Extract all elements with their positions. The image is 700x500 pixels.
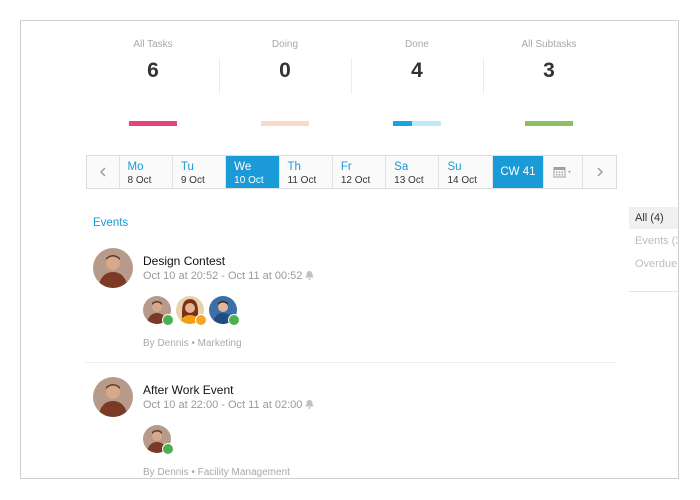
stat-label: All Tasks <box>133 39 173 50</box>
stat-divider <box>483 58 484 94</box>
attendee-avatar[interactable] <box>143 296 174 326</box>
dashboard-frame: All Tasks 6 Doing 0 Done 4 All Subtasks … <box>20 20 679 479</box>
stat-value: 3 <box>543 59 555 82</box>
day-date: 9 Oct <box>180 175 205 186</box>
next-week-button[interactable] <box>583 156 616 188</box>
stat-label: All Subtasks <box>521 39 577 50</box>
event-time: Oct 10 at 22:00 - Oct 11 at 02:00 <box>143 399 314 411</box>
day-date: 14 Oct <box>447 175 477 186</box>
stat-done[interactable]: Done 4 <box>351 39 483 126</box>
calendar-picker-button[interactable] <box>544 156 584 188</box>
day-name: We <box>234 161 252 173</box>
day-sa[interactable]: Sa 13 Oct <box>386 156 440 188</box>
event-time-text: Oct 10 at 20:52 - Oct 11 at 00:52 <box>143 270 303 282</box>
stat-value: 4 <box>411 59 423 82</box>
stat-value: 0 <box>279 59 291 82</box>
attendee-avatar[interactable] <box>143 425 174 455</box>
day-date: 8 Oct <box>127 175 152 186</box>
stat-progress-bar <box>261 121 309 126</box>
day-name: Sa <box>394 161 409 173</box>
stat-label: Done <box>405 39 429 50</box>
day-we[interactable]: We 10 Oct <box>226 156 280 188</box>
calendar-week-button[interactable]: CW 41 <box>492 156 545 188</box>
attendee-avatar[interactable] <box>176 296 207 326</box>
day-date: 13 Oct <box>394 175 424 186</box>
bell-icon <box>305 271 314 280</box>
stat-divider <box>219 58 220 94</box>
stat-doing[interactable]: Doing 0 <box>219 39 351 126</box>
event-divider <box>85 362 617 363</box>
event-organizer: By Dennis • Facility Management <box>143 467 290 478</box>
stat-progress-fill <box>129 121 177 126</box>
day-fr[interactable]: Fr 12 Oct <box>333 156 387 188</box>
bell-icon <box>305 400 314 409</box>
day-name: Th <box>287 161 301 173</box>
week-navigator: Mo 8 Oct Tu 9 Oct We 10 Oct Th 11 Oct Fr 12 O… <box>86 155 617 189</box>
day-mo[interactable]: Mo 8 Oct <box>120 156 173 188</box>
filter-overdue[interactable]: Overdue <box>635 258 678 270</box>
stat-progress-bar <box>393 121 441 126</box>
day-th[interactable]: Th 11 Oct <box>280 156 333 188</box>
organizer-avatar <box>93 377 133 417</box>
organizer-avatar <box>93 248 133 288</box>
stat-progress-fill <box>525 121 573 126</box>
event-title: After Work Event <box>143 383 234 397</box>
prev-week-button[interactable] <box>87 156 120 188</box>
stat-progress-fill <box>261 121 309 126</box>
stat-all-tasks[interactable]: All Tasks 6 <box>87 39 219 126</box>
day-date: 12 Oct <box>340 175 371 186</box>
attendee-avatar[interactable] <box>209 296 240 326</box>
day-name: Su <box>447 161 462 173</box>
events-section-title[interactable]: Events <box>93 217 129 229</box>
stat-all-subtasks[interactable]: All Subtasks 3 <box>483 39 615 126</box>
accepted-status-badge <box>162 443 174 455</box>
day-name: Fr <box>340 161 352 173</box>
day-su[interactable]: Su 14 Oct <box>439 156 493 188</box>
chevron-right-icon <box>597 167 603 177</box>
accepted-status-badge <box>228 314 240 326</box>
stat-progress-bar <box>129 121 177 126</box>
filter-all[interactable]: All (4) <box>629 207 678 229</box>
accepted-status-badge <box>162 314 174 326</box>
day-name: Mo <box>127 161 144 173</box>
stat-label: Doing <box>271 39 299 50</box>
pending-status-badge <box>195 314 207 326</box>
day-date: 10 Oct <box>234 175 264 186</box>
stat-divider <box>351 58 352 94</box>
day-date: 11 Oct <box>287 175 317 186</box>
calendar-icon <box>553 167 572 178</box>
stat-value: 6 <box>147 59 159 82</box>
filter-events[interactable]: Events (3) <box>635 235 678 247</box>
filter-panel: All (4) Events (3) Overdue <box>629 203 678 292</box>
event-title: Design Contest <box>143 254 226 268</box>
day-name: Tu <box>180 161 194 173</box>
chevron-left-icon <box>99 167 106 177</box>
event-organizer: By Dennis • Marketing <box>143 338 242 349</box>
stat-progress-bar <box>525 121 573 126</box>
event-time-text: Oct 10 at 22:00 - Oct 11 at 02:00 <box>143 399 303 411</box>
event-time: Oct 10 at 20:52 - Oct 11 at 00:52 <box>143 270 314 282</box>
stat-progress-fill <box>393 121 413 126</box>
day-tu[interactable]: Tu 9 Oct <box>173 156 227 188</box>
